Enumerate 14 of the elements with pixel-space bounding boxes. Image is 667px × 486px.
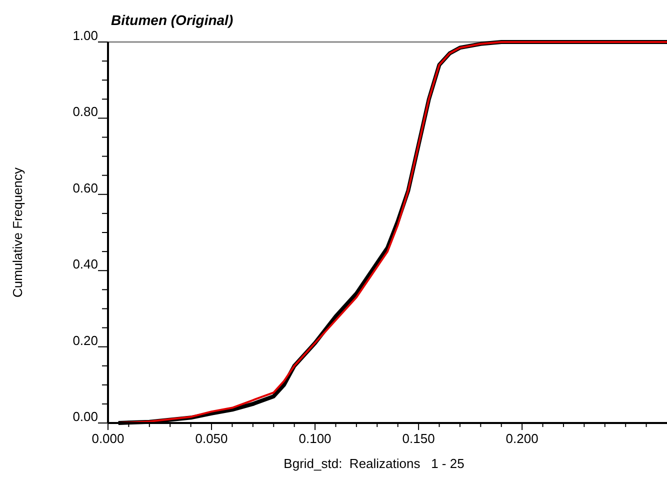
x-tick-label: 0.200 [506,431,538,446]
chart-title: Bitumen (Original) [111,12,234,28]
x-tick-label: 0.050 [195,431,228,446]
y-tick-label: 1.00 [72,28,98,43]
x-tick-label: 0.150 [402,431,435,446]
y-tick-label: 0.60 [72,180,98,196]
y-axis-title: Cumulative Frequency [10,166,25,298]
y-tick-label: 0.20 [72,332,98,348]
x-tick-label: 0.100 [298,431,332,446]
y-tick-label: 0.40 [72,256,98,272]
x-axis-title: Bgrid_std: Realizations 1 - 25 [284,456,464,471]
y-tick-label: 0.80 [72,104,98,120]
x-tick-label: 0.000 [92,431,124,446]
y-tick-label: 0.00 [72,409,98,424]
